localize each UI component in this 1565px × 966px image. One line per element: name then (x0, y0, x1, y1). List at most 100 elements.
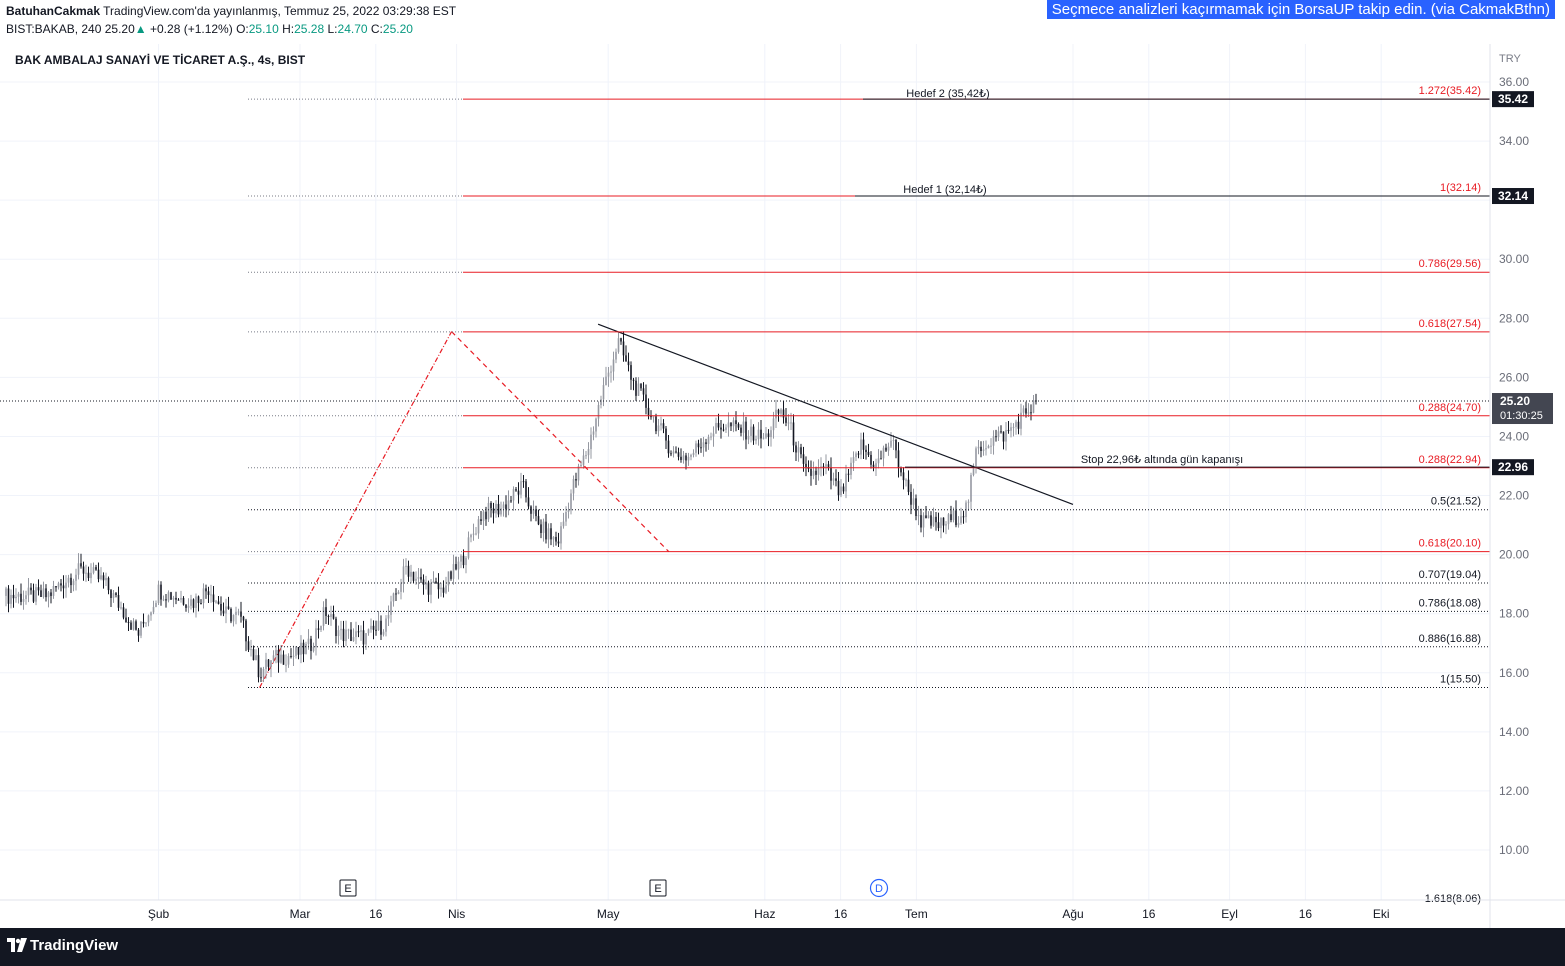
candle-body (710, 436, 712, 438)
candle-body (400, 583, 402, 592)
candle-body (687, 456, 690, 461)
candle-body (5, 588, 7, 596)
candle-body (490, 502, 492, 509)
candle-body (85, 572, 87, 574)
author-name[interactable]: BatuhanCakmak (6, 4, 101, 18)
dividend-marker (869, 878, 889, 898)
candle-body (697, 443, 700, 448)
candle-body (962, 516, 965, 518)
candle-body (840, 486, 842, 496)
candle-body (910, 491, 912, 505)
fib-level-label: 0.886(16.88) (1419, 633, 1481, 645)
candle-body (642, 388, 645, 395)
candle-body (287, 655, 290, 665)
candle-body (32, 590, 35, 602)
time-tick-label: Nis (448, 907, 465, 921)
price-tick-label: 22.00 (1499, 489, 1529, 503)
candle-body (632, 379, 635, 381)
candle-body (795, 445, 797, 453)
price-axis[interactable]: TRY 36.00 34.00 30.00 28.00 26.00 24.00 22.00 20… (1489, 44, 1553, 928)
candle-body (460, 555, 462, 562)
grid (0, 44, 1490, 900)
tradingview-logo[interactable]: TradingView (7, 937, 118, 954)
candle-body (705, 442, 707, 445)
price-chart[interactable]: 1.272(35.42) 1(32.14) 0.786(29.56) 0.618(27… (0, 0, 1565, 928)
candle-body (607, 372, 610, 377)
candle-body (797, 447, 800, 453)
candle-body (765, 433, 767, 438)
candle-body (957, 522, 960, 526)
candle-body (900, 467, 902, 473)
candle-body (640, 383, 642, 389)
candle-body (185, 604, 187, 608)
promo-banner[interactable]: Seçmece analizleri kaçırmamak için Borsa… (1046, 0, 1555, 19)
candle-body (512, 489, 515, 501)
publish-info: BatuhanCakmak TradingView.com'da yayınla… (6, 4, 456, 18)
candle-body (265, 659, 267, 669)
candle-body (570, 493, 572, 511)
candle-body (922, 515, 925, 528)
candle-body (1030, 412, 1032, 414)
candle-body (250, 649, 252, 651)
candle-body (427, 582, 430, 595)
candle-body (1032, 400, 1035, 413)
time-tick-label: 16 (834, 907, 848, 921)
candle-body (952, 510, 955, 521)
candle-body (850, 462, 852, 475)
candle-body (557, 541, 560, 544)
candle-body (602, 385, 605, 400)
candle-body (942, 517, 945, 526)
candle-body (1017, 421, 1020, 429)
candle-body (62, 585, 65, 589)
candle-body (1020, 412, 1022, 429)
candle-body (412, 571, 415, 581)
candle-body (827, 464, 830, 468)
candle-body (437, 583, 440, 590)
candle-body (352, 636, 355, 641)
candle-body (997, 431, 1000, 438)
candle-body (432, 581, 435, 584)
candle-body (247, 641, 250, 650)
earnings-marker (649, 879, 667, 897)
candle-body (992, 436, 995, 446)
candle-body (552, 536, 555, 540)
candle-body (15, 596, 17, 599)
time-tick-label: 16 (1299, 907, 1313, 921)
fib-level-label: 0.288(24.70) (1419, 402, 1481, 414)
candle-body (120, 607, 122, 609)
symbol-label: BIST:BAKAB, 240 (6, 22, 102, 36)
candle-body (805, 463, 807, 468)
candle-body (865, 449, 867, 452)
price-tick-label: 28.00 (1499, 311, 1529, 325)
trendline[interactable] (597, 323, 1074, 505)
candle-body (357, 631, 360, 633)
candle-body (322, 607, 325, 626)
candle-body (937, 522, 940, 529)
time-tick-label: Eyl (1221, 907, 1238, 921)
candle-body (382, 631, 385, 635)
candle-body (425, 582, 427, 585)
candle-body (520, 481, 522, 495)
candle-body (245, 620, 247, 642)
candle-body (102, 575, 105, 581)
candle-body (410, 571, 412, 577)
candle-body (97, 569, 100, 580)
candle-body (835, 478, 837, 481)
candle-body (420, 576, 422, 580)
candle-body (847, 473, 850, 475)
price-tick-label: 12.00 (1499, 784, 1529, 798)
candle-body (652, 416, 655, 418)
price-tick-label: 24.00 (1499, 429, 1529, 443)
candle-body (192, 599, 195, 608)
time-axis[interactable]: Şub Mar 16 Nis May Haz 16 Tem Ağu 16 Eyl 16 Eki (0, 899, 1565, 921)
candle-body (177, 599, 180, 601)
panel-title: BAK AMBALAJ SANAYİ VE TİCARET A.Ş., 4s, … (15, 53, 306, 67)
candle-body (140, 621, 142, 636)
time-tick-label: Haz (754, 907, 775, 921)
candle-body (367, 629, 370, 634)
candle-body (505, 504, 507, 510)
candle-body (20, 593, 22, 602)
candle-body (285, 664, 287, 666)
candle-body (660, 423, 662, 426)
candle-body (22, 598, 25, 602)
